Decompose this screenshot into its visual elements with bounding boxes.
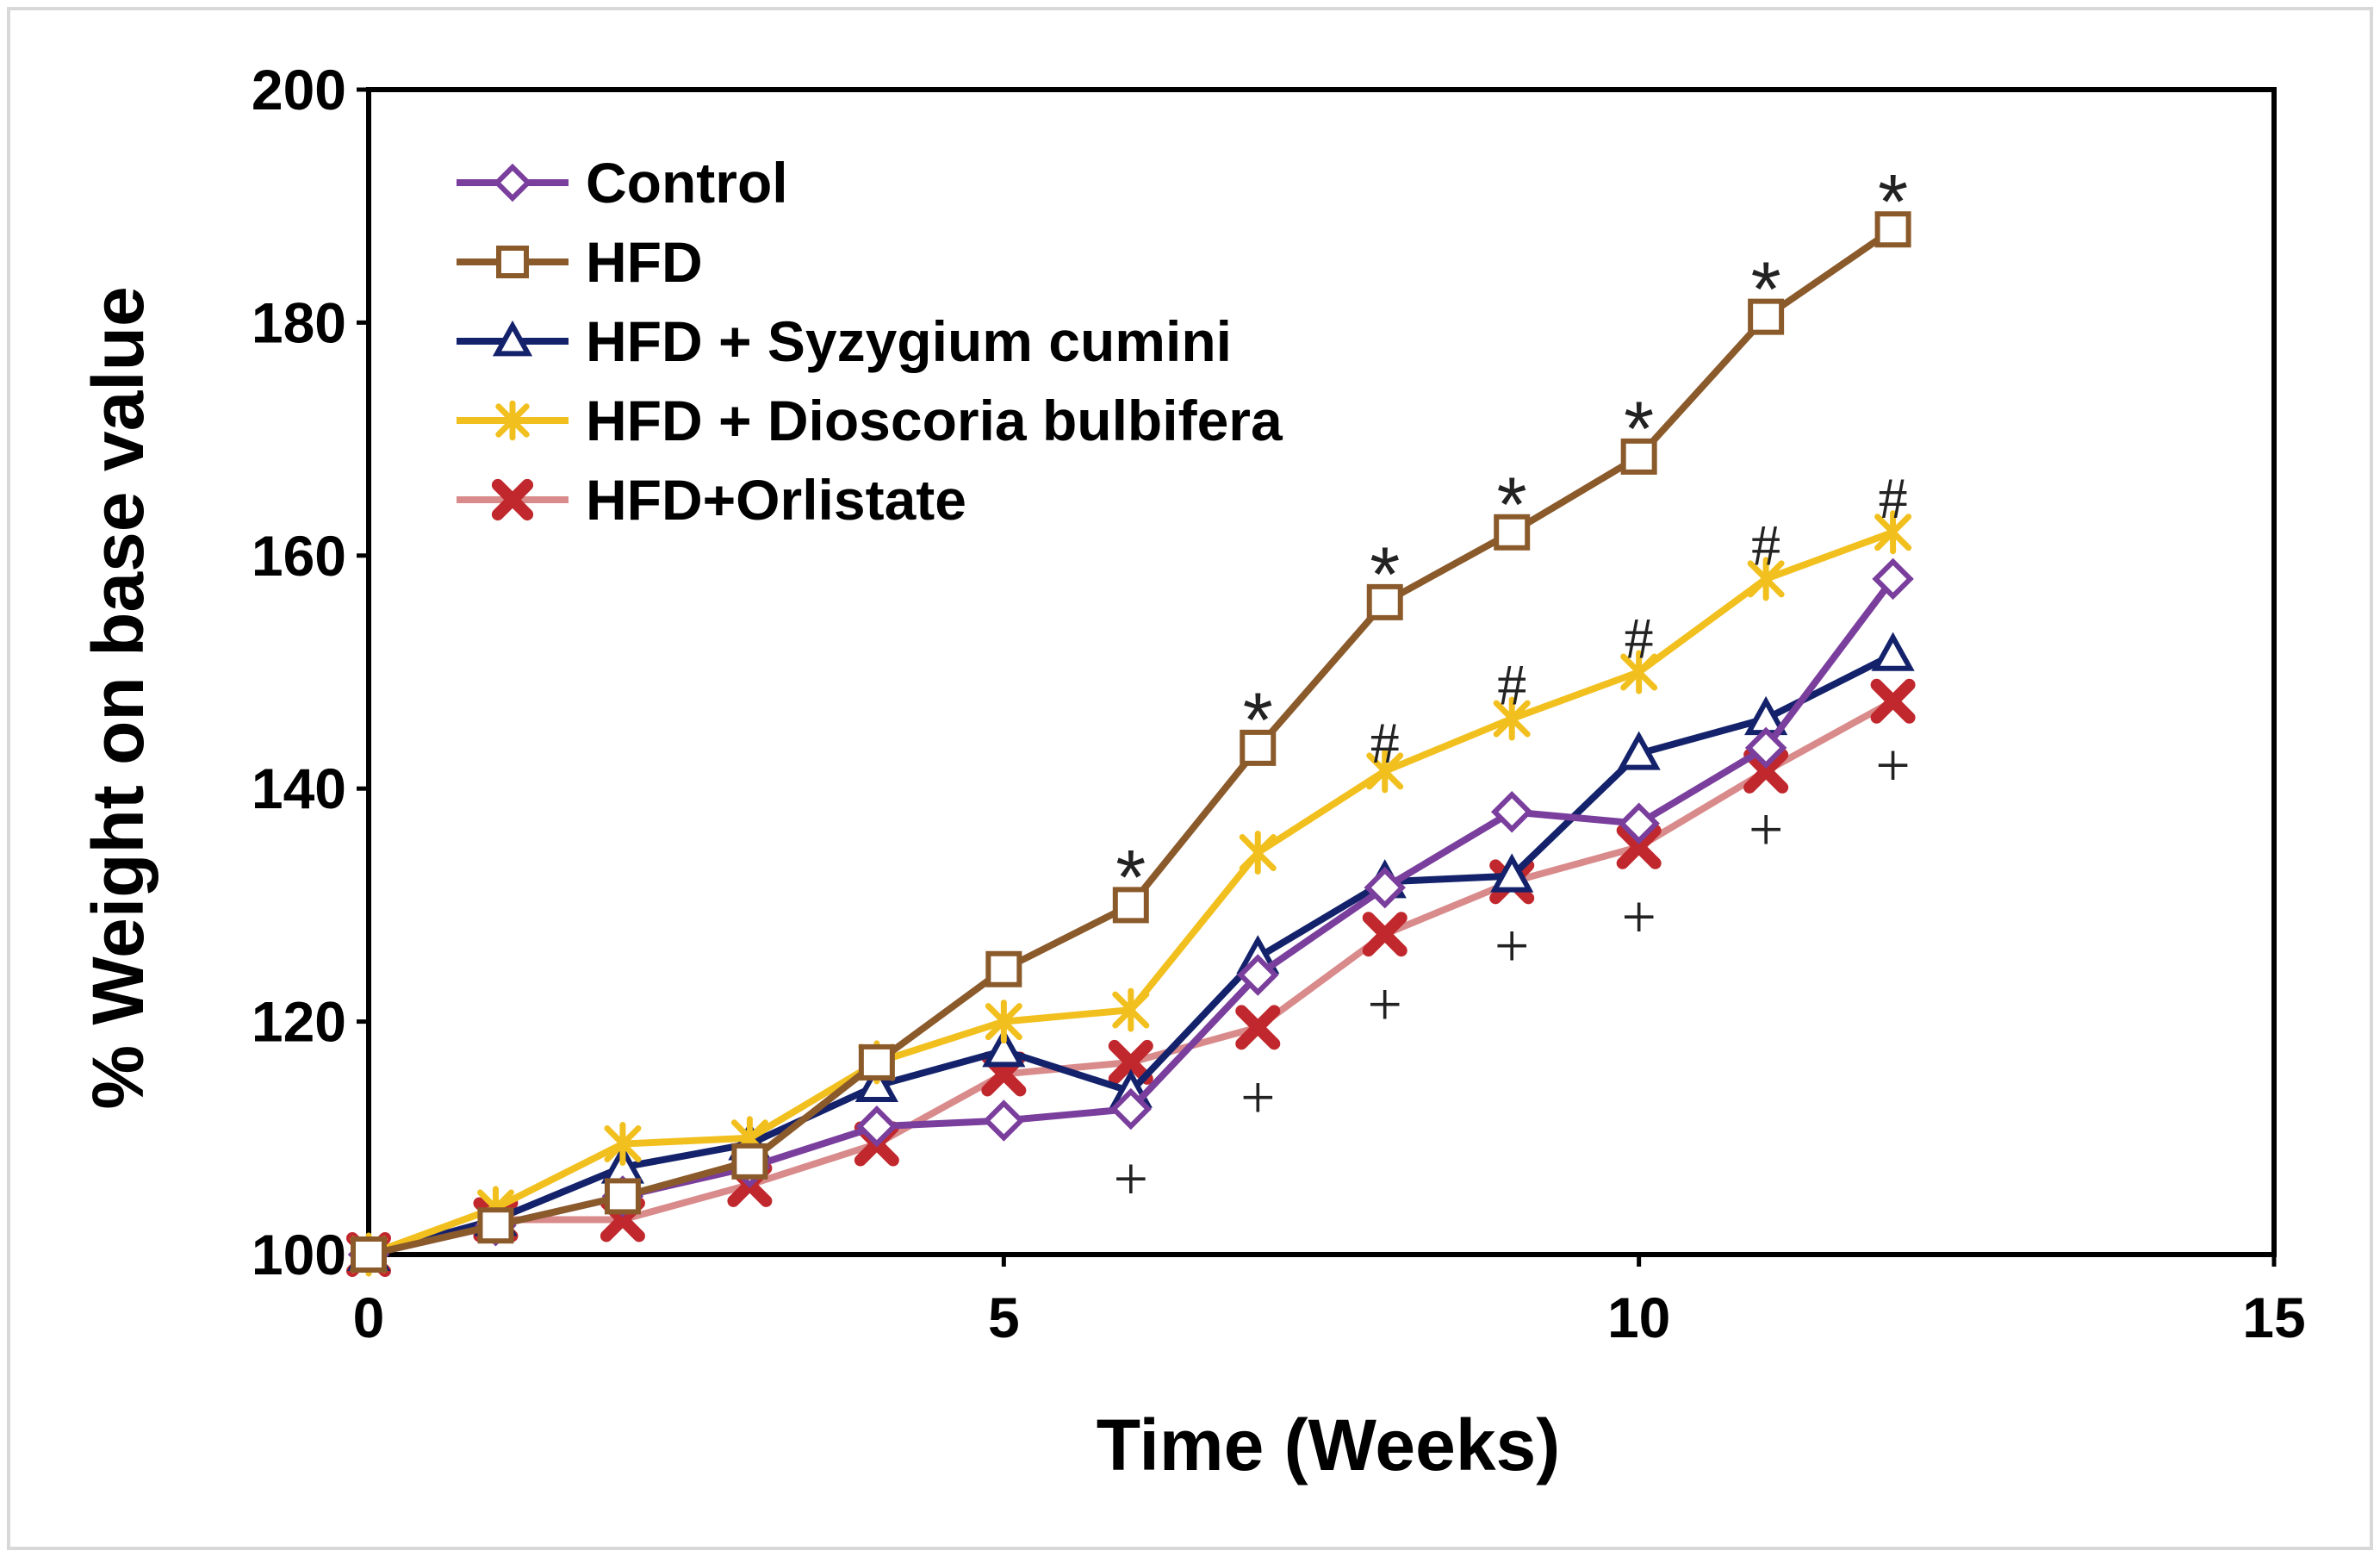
- data-point-hfd: [1112, 887, 1149, 924]
- data-point-control: [1237, 954, 1279, 996]
- square-open-marker: [496, 246, 529, 278]
- significance-mark-hash: #: [1370, 710, 1400, 775]
- significance-mark-star: *: [1115, 835, 1146, 921]
- legend-item-hfd: HFD: [457, 230, 703, 294]
- data-point-hfd: [731, 1143, 768, 1180]
- legend-item-hfd-dioscoria-bulbifera: HFD + Dioscoria bulbifera: [457, 389, 1283, 452]
- legend-label: HFD + Syzygium cumini: [586, 309, 1232, 373]
- data-point-control: [1618, 802, 1660, 845]
- data-point-hfd-syzygium-cumini: [1871, 632, 1915, 671]
- data-point-hfd-dioscoria-bulbifera: [1747, 557, 1785, 601]
- data-point-hfd: [604, 1178, 641, 1215]
- y-tick-label: 160: [252, 524, 346, 588]
- series-layer: [346, 211, 1916, 1277]
- y-tick-label: 140: [252, 757, 346, 820]
- x-tick-label: 10: [1607, 1286, 1670, 1349]
- series-hfd: [351, 211, 1911, 1273]
- data-point-hfd: [1874, 211, 1911, 248]
- significance-mark-star: *: [1878, 159, 1908, 246]
- data-point-hfd-dioscoria-bulbifera: [1239, 831, 1277, 875]
- data-point-control: [983, 1099, 1025, 1142]
- legend-label: HFD: [586, 230, 703, 294]
- data-point-hfd-orlistate: [1870, 678, 1916, 724]
- x-axis-title: Time (Weeks): [1097, 1404, 1560, 1485]
- data-point-hfd-syzygium-cumini: [1617, 731, 1661, 770]
- figure-border: [7, 7, 2373, 1550]
- data-point-control: [1744, 726, 1787, 769]
- data-point-hfd-dioscoria-bulbifera: [604, 1122, 642, 1167]
- significance-mark-plus: +: [1494, 912, 1530, 981]
- data-point-control: [1109, 1087, 1153, 1130]
- data-point-control: [855, 1105, 898, 1148]
- x-tick-label: 5: [988, 1286, 1020, 1349]
- significance-mark-plus: +: [1113, 1144, 1148, 1213]
- significance-mark-plus: +: [1749, 795, 1784, 864]
- data-point-hfd: [1240, 729, 1277, 766]
- legend-label: HFD+Orlistate: [586, 468, 966, 532]
- significance-mark-star: *: [1751, 246, 1781, 333]
- data-point-hfd-dioscoria-bulbifera: [1874, 510, 1912, 555]
- data-point-control: [1490, 790, 1533, 833]
- star-marker: [495, 400, 530, 441]
- data-point-control: [1364, 866, 1406, 909]
- data-point-hfd: [351, 1236, 387, 1273]
- data-point-hfd-orlistate: [1235, 1005, 1281, 1050]
- data-point-hfd-orlistate: [1362, 912, 1407, 957]
- y-tick-label: 120: [252, 990, 346, 1054]
- y-axis-ticks: 100 120 140 160 180 200: [252, 58, 369, 1286]
- significance-mark-plus: +: [1875, 731, 1911, 800]
- legend-label: Control: [586, 151, 788, 215]
- legend-item-hfd-syzygium-cumini: HFD + Syzygium cumini: [457, 309, 1232, 373]
- data-point-hfd: [1494, 514, 1531, 551]
- significance-mark-hash: #: [1625, 605, 1654, 670]
- data-point-hfd: [477, 1207, 514, 1244]
- x-tick-label: 15: [2242, 1286, 2305, 1349]
- triangle-open-marker: [492, 320, 533, 357]
- data-point-hfd-orlistate: [1743, 748, 1789, 794]
- significance-mark-star: *: [1370, 532, 1400, 619]
- data-point-hfd-dioscoria-bulbifera: [985, 1000, 1022, 1044]
- data-point-hfd: [858, 1043, 895, 1081]
- significance-mark-plus: +: [1240, 1062, 1276, 1131]
- legend-item-hfd-orlistate: HFD+Orlistate: [457, 468, 966, 532]
- legend-label: HFD + Dioscoria bulbifera: [586, 389, 1283, 452]
- y-axis-title: % Weight on base value: [78, 286, 158, 1109]
- significance-mark-star: *: [1243, 678, 1273, 764]
- data-point-hfd-dioscoria-bulbifera: [1366, 749, 1404, 794]
- x-axis-ticks: 0 5 10 15: [353, 1255, 2306, 1349]
- data-point-hfd: [1366, 583, 1403, 620]
- diamond-open-marker: [493, 163, 532, 202]
- x-tick-label: 0: [353, 1286, 385, 1349]
- data-point-hfd: [1620, 438, 1657, 475]
- data-point-hfd-orlistate: [1108, 1039, 1153, 1085]
- y-tick-label: 100: [252, 1223, 346, 1286]
- data-point-hfd-dioscoria-bulbifera: [1620, 650, 1658, 694]
- significance-mark-star: *: [1624, 387, 1654, 473]
- y-tick-label: 200: [252, 58, 346, 121]
- significance-mark-hash: #: [1751, 512, 1780, 577]
- significance-mark-hash: #: [1879, 465, 1908, 531]
- significance-mark-star: *: [1497, 462, 1527, 548]
- plot-area-frame: [366, 87, 2277, 1257]
- significance-mark-plus: +: [1621, 882, 1656, 951]
- data-point-hfd-orlistate: [1616, 824, 1662, 869]
- data-point-hfd-syzygium-cumini: [1490, 853, 1534, 893]
- data-point-hfd-dioscoria-bulbifera: [1112, 987, 1150, 1032]
- data-point-hfd-syzygium-cumini: [982, 1028, 1026, 1068]
- annotation-layer: * * * * * * * # # # # # + + + + + + +: [1113, 159, 1910, 1213]
- legend: Control HFD HFD + Syzygium cumini HFD + Dio…: [457, 151, 1283, 532]
- data-point-hfd: [1748, 298, 1785, 335]
- data-point-control: [1872, 557, 1914, 601]
- significance-mark-hash: #: [1497, 652, 1526, 718]
- significance-mark-plus: +: [1367, 969, 1402, 1038]
- y-tick-label: 180: [252, 290, 346, 354]
- x-filled-marker: [491, 478, 534, 521]
- data-point-hfd: [985, 950, 1022, 987]
- legend-item-control: Control: [457, 151, 788, 215]
- data-point-hfd-dioscoria-bulbifera: [1493, 696, 1531, 741]
